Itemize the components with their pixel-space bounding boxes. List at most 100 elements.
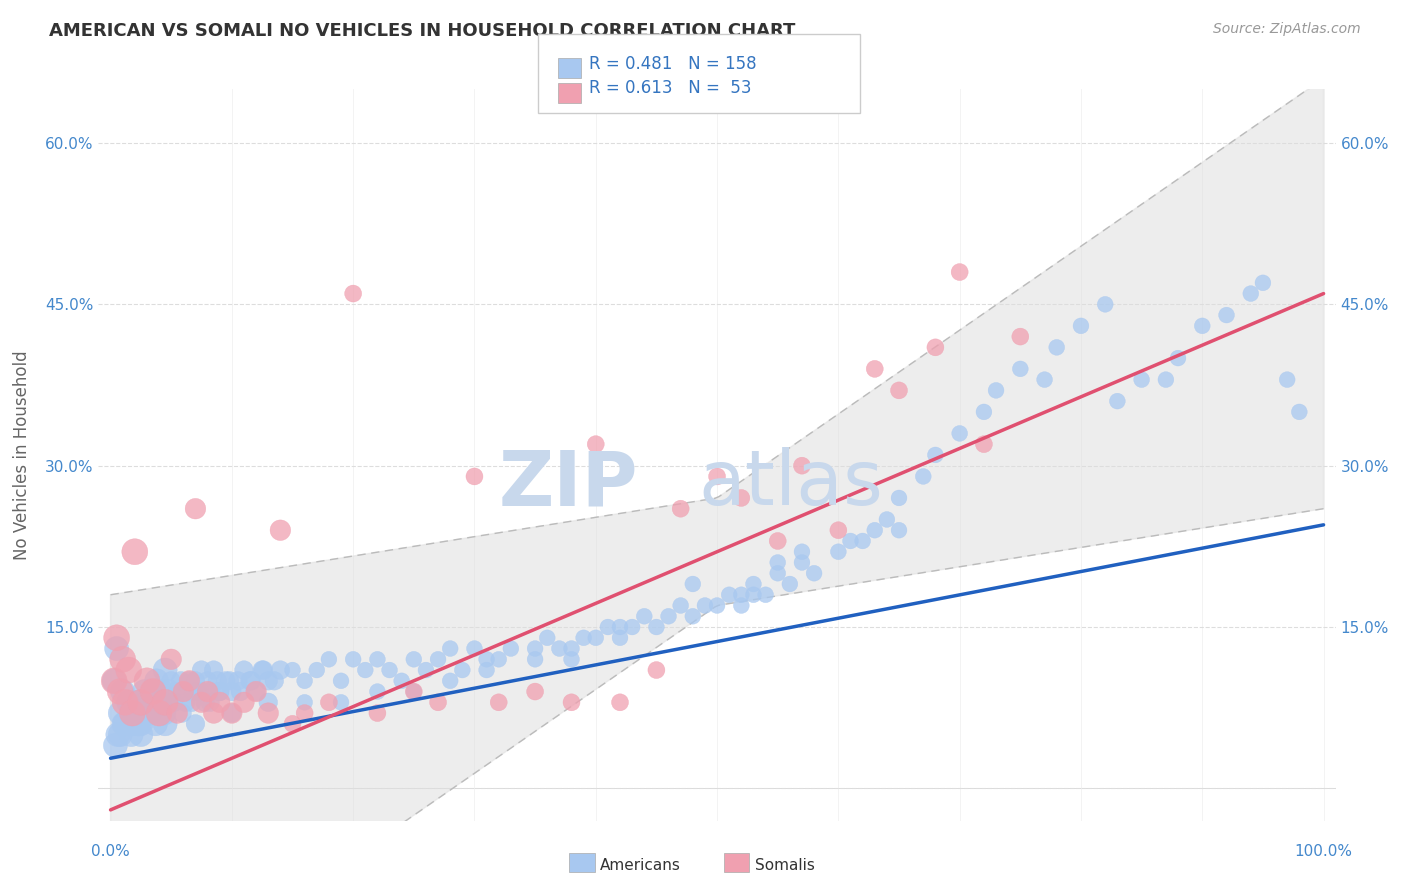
Point	[378, 663, 401, 677]
Point	[110, 706, 132, 720]
Point	[415, 663, 437, 677]
Point	[174, 695, 197, 709]
Point	[104, 739, 127, 753]
Point	[924, 340, 946, 354]
Point	[1288, 405, 1310, 419]
Point	[166, 684, 188, 698]
Point	[229, 684, 252, 698]
Point	[560, 641, 582, 656]
Point	[111, 652, 134, 666]
Point	[233, 663, 256, 677]
Text: Somalis: Somalis	[755, 858, 815, 873]
Point	[148, 695, 170, 709]
Point	[121, 716, 143, 731]
Point	[294, 673, 316, 688]
Point	[110, 684, 132, 698]
Point	[548, 641, 571, 656]
Point	[669, 501, 692, 516]
Point	[463, 641, 485, 656]
Point	[1033, 373, 1056, 387]
Point	[852, 533, 875, 548]
Point	[305, 663, 328, 677]
Point	[439, 641, 461, 656]
Point	[160, 673, 183, 688]
Point	[827, 523, 849, 537]
Point	[107, 728, 129, 742]
Point	[439, 673, 461, 688]
Point	[269, 663, 291, 677]
Point	[257, 695, 280, 709]
Point	[129, 716, 152, 731]
Point	[912, 469, 935, 483]
Point	[257, 706, 280, 720]
Point	[342, 286, 364, 301]
Point	[184, 501, 207, 516]
Point	[198, 695, 221, 709]
Point	[488, 695, 510, 709]
Point	[110, 728, 132, 742]
Point	[153, 716, 176, 731]
Point	[142, 684, 165, 698]
Point	[103, 673, 125, 688]
Point	[475, 652, 498, 666]
Point	[180, 695, 202, 709]
Point	[366, 652, 388, 666]
Point	[294, 706, 316, 720]
Point	[887, 491, 910, 505]
Point	[197, 684, 219, 698]
Point	[803, 566, 825, 581]
Point	[402, 652, 425, 666]
Point	[863, 523, 886, 537]
Point	[114, 716, 136, 731]
Point	[1251, 276, 1274, 290]
Point	[790, 545, 813, 559]
Point	[142, 684, 165, 698]
Point	[179, 673, 201, 688]
Point	[127, 716, 149, 731]
Point	[1010, 362, 1032, 376]
Point	[682, 609, 704, 624]
Point	[233, 695, 256, 709]
Point	[609, 620, 631, 634]
Point	[252, 663, 274, 677]
Point	[134, 684, 156, 698]
Point	[560, 695, 582, 709]
Point	[1010, 329, 1032, 343]
Point	[318, 695, 340, 709]
Point	[524, 641, 547, 656]
Point	[1046, 340, 1069, 354]
Point	[585, 631, 607, 645]
Point	[281, 716, 304, 731]
Point	[240, 673, 263, 688]
Point	[596, 620, 619, 634]
Point	[120, 728, 142, 742]
Point	[524, 684, 547, 698]
Point	[330, 673, 353, 688]
Point	[536, 631, 558, 645]
Point	[208, 684, 231, 698]
Point	[790, 458, 813, 473]
Point	[402, 684, 425, 698]
Point	[973, 405, 995, 419]
Point	[391, 673, 413, 688]
Point	[560, 652, 582, 666]
Point	[524, 652, 547, 666]
Point	[166, 706, 188, 720]
Point	[294, 695, 316, 709]
Point	[766, 566, 789, 581]
Point	[197, 673, 219, 688]
Point	[226, 673, 249, 688]
Point	[172, 684, 194, 698]
Point	[118, 663, 141, 677]
Point	[463, 469, 485, 483]
Point	[145, 673, 167, 688]
Point	[572, 631, 595, 645]
Point	[160, 652, 183, 666]
Point	[215, 673, 238, 688]
Point	[105, 641, 128, 656]
Point	[112, 716, 135, 731]
Text: 0.0%: 0.0%	[91, 845, 129, 859]
Point	[1070, 318, 1092, 333]
Point	[499, 641, 522, 656]
Point	[402, 684, 425, 698]
